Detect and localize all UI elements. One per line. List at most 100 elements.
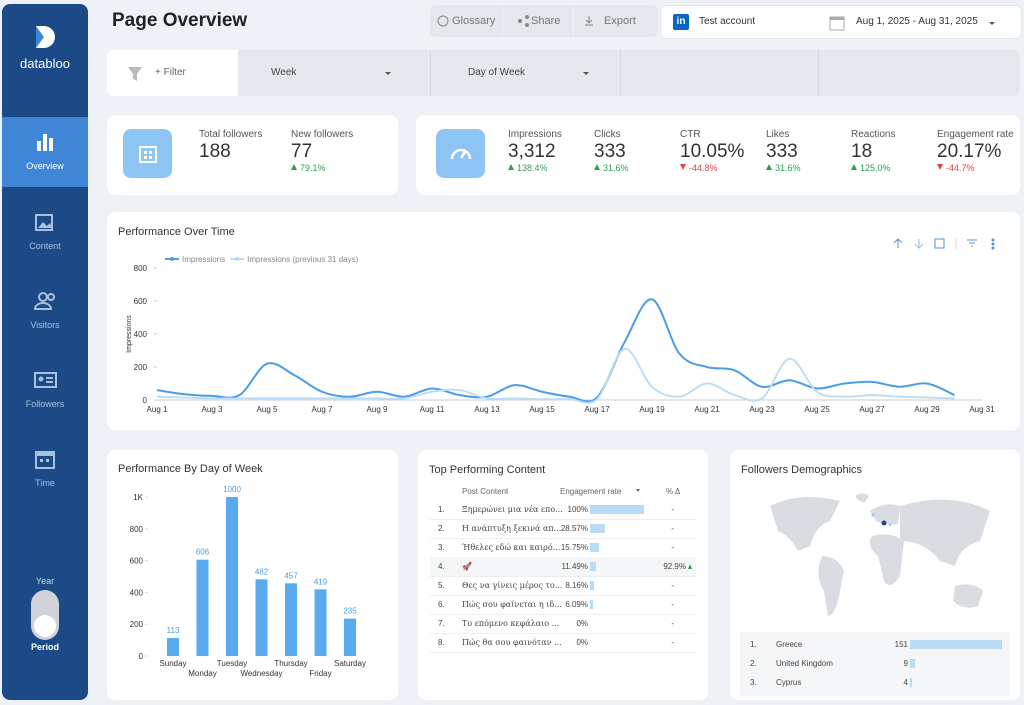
nav-item[interactable]: Followers	[2, 355, 88, 425]
nav-label: Overview	[26, 161, 64, 171]
rank: 2.	[750, 659, 757, 668]
kpi-value: 20.17%	[937, 141, 1002, 162]
rate: 15.75%	[560, 543, 588, 552]
button[interactable]: Share	[503, 5, 573, 37]
bar	[226, 497, 238, 656]
filter-dropdown[interactable]: Day of Week	[468, 67, 526, 78]
followers: 9	[903, 659, 908, 668]
bar-chart-card: Performance By Day of Week 0 200 400 600 800…	[107, 450, 398, 700]
kpi-value: 188	[199, 141, 231, 162]
column-header[interactable]: Post Content	[462, 487, 509, 496]
delta: -	[671, 619, 674, 628]
column-header[interactable]: Engagement rate	[560, 487, 622, 496]
rate-bar	[590, 562, 597, 571]
x-tick-label: Aug 27	[859, 405, 885, 414]
x-tick-label: Monday	[188, 669, 216, 678]
followers-bar	[910, 659, 916, 668]
toggle[interactable]	[31, 590, 59, 640]
legend-label: Impressions	[182, 255, 225, 264]
y-tick-label: 800	[130, 525, 144, 534]
rank: 3.	[438, 543, 445, 552]
nav-item[interactable]: Content	[2, 197, 88, 267]
logo	[36, 26, 55, 48]
line-chart-card: Performance Over Time 0 200 400 600 800 Impre…	[107, 212, 1020, 430]
filter-dropdown[interactable]: Week	[271, 67, 297, 78]
post-text: Ξημερώνει μια νέα επο...	[462, 505, 563, 514]
line-series	[156, 347, 955, 404]
kpi-change: -44.7%	[937, 163, 975, 173]
chart-toolbar[interactable]	[893, 238, 995, 250]
kpi-change: 31.6%	[766, 163, 801, 173]
data-label: 419	[314, 577, 328, 586]
x-tick-label: Thursday	[274, 659, 307, 668]
x-tick-label: Aug 5	[257, 405, 278, 414]
kpi-card	[107, 115, 398, 195]
y-tick-label: 600	[134, 297, 148, 306]
kpi-change-value: 125.0%	[860, 163, 891, 173]
followers-bar	[910, 640, 1002, 649]
toggle-label: Period	[30, 642, 59, 652]
delta: -	[671, 581, 674, 590]
x-tick-label: Aug 19	[639, 405, 665, 414]
table-row	[430, 500, 696, 520]
kpi-change: 138.4%	[508, 163, 548, 173]
x-tick-label: Aug 1	[147, 405, 168, 414]
kpi-icon	[123, 129, 172, 178]
rank: 1.	[438, 505, 445, 514]
x-tick-label: Tuesday	[217, 659, 247, 668]
y-axis-label: Impressions	[126, 315, 133, 353]
nav-item[interactable]: Visitors	[2, 276, 88, 346]
nav-label: Followers	[25, 399, 65, 409]
post-text: 🚀	[462, 562, 472, 571]
bar	[255, 579, 268, 656]
nav-item[interactable]: Time	[2, 434, 88, 504]
x-tick-label: Saturday	[334, 659, 366, 668]
filter-bar: + Filter Week Day of Week	[107, 50, 1020, 96]
kpi-value: 3,312	[508, 141, 556, 162]
rank: 6.	[438, 600, 445, 609]
table-row	[430, 614, 696, 634]
table-row	[430, 633, 696, 653]
x-tick-label: Aug 21	[694, 405, 720, 414]
rank: 7.	[438, 619, 445, 628]
legend-label: Impressions (previous 31 days)	[247, 255, 358, 264]
rank: 1.	[750, 640, 757, 649]
button[interactable]: Glossary	[430, 5, 502, 37]
rate: 0%	[576, 638, 588, 647]
column-header[interactable]: % Δ	[666, 487, 681, 496]
rate-bar	[590, 543, 599, 552]
rank: 3.	[750, 678, 757, 687]
rate-bar	[590, 600, 594, 609]
account-bar[interactable]: in Test account Aug 1, 2025 - Aug 31, 20…	[660, 5, 1022, 39]
post-text: Θες να γίνεις μέρος το...	[462, 581, 563, 590]
filter-button[interactable]: + Filter	[107, 50, 238, 96]
x-tick-label: Aug 15	[529, 405, 555, 414]
data-label: 113	[167, 626, 180, 635]
kpi-change-value: 79.1%	[300, 163, 326, 173]
filter-label: + Filter	[155, 67, 186, 78]
button[interactable]: Export	[574, 5, 658, 37]
nav-item[interactable]: Overview	[2, 117, 88, 187]
data-label: 482	[255, 567, 269, 576]
button-label: Export	[604, 15, 636, 27]
rank: 5.	[438, 581, 445, 590]
country: Cyprus	[776, 678, 802, 687]
country: United Kingdom	[776, 659, 833, 668]
kpi-label: CTR	[680, 129, 701, 140]
x-tick-label: Aug 31	[969, 405, 995, 414]
nav-label: Visitors	[30, 320, 60, 330]
kpi-change: 79.1%	[291, 163, 326, 173]
y-tick-label: 0	[143, 396, 148, 405]
rate: 0%	[576, 619, 588, 628]
kpi-label: Engagement rate	[937, 129, 1014, 140]
date-range: Aug 1, 2025 - Aug 31, 2025	[856, 16, 978, 27]
map-title: Followers Demographics	[741, 464, 863, 476]
button-icons	[437, 15, 593, 27]
y-tick-label: 200	[134, 363, 148, 372]
line-series	[156, 298, 955, 403]
kpi-change: 31.6%	[594, 163, 629, 173]
table-row	[430, 519, 696, 539]
y-tick-label: 400	[134, 330, 148, 339]
bar	[344, 618, 356, 656]
bar	[285, 583, 297, 656]
